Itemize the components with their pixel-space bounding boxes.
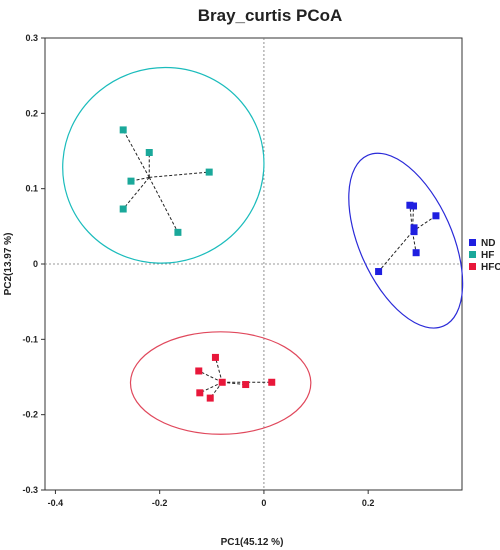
spoke-hfc — [198, 370, 223, 383]
y-tick-label: 0 — [33, 259, 38, 269]
point-hfc — [242, 381, 250, 389]
point-hf — [127, 177, 135, 185]
y-tick-label: -0.1 — [22, 334, 38, 344]
point-hfc — [268, 378, 276, 386]
x-tick-label: 0 — [261, 498, 266, 508]
point-hf — [205, 168, 213, 176]
spoke-hfc — [199, 381, 223, 394]
ellipse-hf — [62, 66, 265, 264]
zero-lines — [45, 38, 462, 490]
point-nd — [406, 201, 414, 209]
ellipse-nd — [348, 152, 464, 329]
spoke-hf — [122, 177, 150, 210]
point-nd — [410, 228, 418, 236]
point-hfc — [206, 394, 214, 402]
y-axis-label: PC2(13.97 %) — [3, 233, 14, 296]
point-hfc — [218, 378, 226, 386]
legend-label-hfc: HFC — [481, 262, 500, 273]
legend-swatch-hf — [469, 251, 476, 258]
legend-label-nd: ND — [481, 238, 495, 249]
x-tick-label: 0.2 — [362, 498, 375, 508]
spoke-hf — [149, 171, 210, 178]
point-hfc — [196, 389, 204, 397]
y-tick-label: -0.2 — [22, 410, 38, 420]
point-hf — [174, 228, 182, 236]
x-tick-label: -0.4 — [48, 498, 64, 508]
spoke-nd — [378, 231, 413, 272]
spoke-nd — [409, 205, 413, 232]
point-nd — [375, 268, 383, 276]
spoke-nd — [411, 205, 415, 232]
y-tick-label: -0.3 — [22, 485, 38, 495]
y-tick-label: 0.2 — [25, 108, 38, 118]
y-axis-ticks: 0.3 0.2 0.1 0 -0.1 -0.2 -0.3 — [22, 33, 45, 495]
point-nd — [432, 212, 440, 220]
x-tick-label: -0.2 — [152, 498, 168, 508]
spoke-hfc — [222, 381, 246, 386]
chart-title: Bray_curtis PCoA — [198, 6, 343, 25]
y-tick-label: 0.1 — [25, 184, 38, 194]
point-hf — [145, 149, 153, 157]
point-hfc — [211, 353, 219, 361]
x-axis-ticks: -0.4 -0.2 0 0.2 — [48, 490, 375, 508]
legend-swatch-hfc — [469, 263, 476, 270]
data-points — [119, 126, 440, 402]
point-nd — [410, 202, 418, 210]
spoke-nd — [411, 231, 417, 253]
point-nd — [410, 224, 418, 232]
legend-label-hf: HF — [481, 250, 494, 261]
spoke-hf — [148, 177, 179, 233]
spoke-hfc — [214, 357, 223, 383]
legend-swatch-nd — [469, 239, 476, 246]
ellipse-hfc — [129, 331, 312, 435]
centroid-spokes — [122, 129, 437, 399]
confidence-ellipses — [62, 66, 464, 435]
point-hf — [119, 205, 127, 213]
point-nd — [412, 249, 420, 257]
point-hfc — [195, 367, 203, 375]
point-hf — [119, 126, 127, 134]
spoke-hf — [122, 129, 150, 178]
x-axis-label: PC1(45.12 %) — [221, 537, 284, 548]
y-tick-label: 0.3 — [25, 33, 38, 43]
